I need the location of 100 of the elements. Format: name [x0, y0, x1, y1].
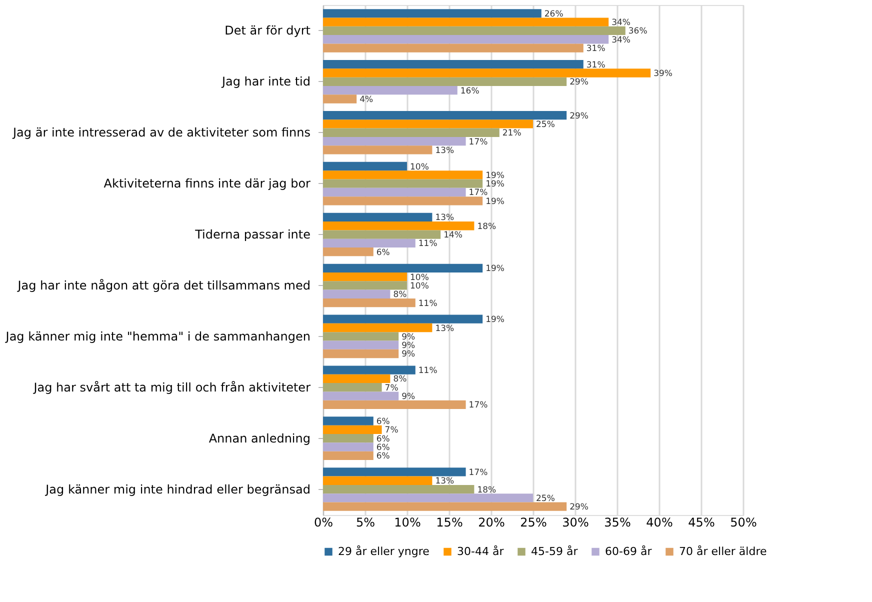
data-label: 29% — [570, 78, 589, 88]
data-label: 14% — [444, 230, 463, 241]
bar — [323, 86, 458, 95]
data-label: 29% — [570, 111, 589, 122]
data-label: 19% — [486, 196, 505, 207]
bar — [323, 272, 407, 282]
bar — [323, 68, 651, 78]
x-tick-label: 5% — [356, 516, 376, 530]
data-label: 6% — [376, 248, 390, 258]
x-tick-label: 40% — [646, 516, 673, 530]
data-label: 34% — [612, 18, 631, 28]
data-label: 11% — [418, 366, 438, 376]
bar — [323, 290, 390, 298]
x-tick-label: 10% — [394, 516, 421, 530]
data-label: 11% — [418, 298, 438, 309]
bar — [323, 298, 416, 308]
x-tick-label: 45% — [688, 516, 715, 530]
data-label: 10% — [410, 281, 429, 292]
bar — [323, 434, 374, 443]
bar — [323, 425, 382, 434]
legend-label: 60-69 år — [605, 544, 652, 558]
data-label: 13% — [435, 476, 454, 487]
data-label: 8% — [393, 374, 407, 385]
bar — [323, 44, 584, 52]
bar — [323, 120, 533, 128]
x-tick-label: 25% — [520, 516, 547, 530]
bar — [323, 400, 466, 410]
bar — [323, 162, 407, 171]
bar — [323, 136, 466, 146]
bar — [323, 281, 407, 290]
data-label: 17% — [468, 137, 488, 148]
data-label: 9% — [402, 332, 416, 342]
data-label: 25% — [536, 120, 555, 130]
bar — [323, 179, 483, 188]
data-label: 17% — [468, 400, 488, 411]
bar — [323, 416, 374, 426]
data-label: 7% — [384, 383, 398, 394]
data-label: 34% — [612, 35, 631, 46]
data-label: 31% — [586, 44, 606, 54]
y-tick-label: Jag är inte intresserad av de aktiviteter som finns — [12, 126, 310, 140]
data-label: 7% — [384, 426, 398, 436]
legend-label: 30-44 år — [457, 544, 504, 558]
data-label: 6% — [376, 417, 390, 427]
y-tick-label: Jag har svårt att ta mig till och från aktiviteter — [32, 380, 311, 394]
legend-label: 45-59 år — [531, 544, 578, 558]
y-tick-label: Jag har inte tid — [220, 74, 310, 89]
bar — [323, 374, 390, 384]
bar — [323, 238, 416, 248]
data-label: 36% — [628, 26, 648, 37]
legend-label: 29 år eller yngre — [338, 544, 430, 558]
data-label: 26% — [544, 9, 564, 20]
data-label: 9% — [402, 341, 416, 352]
bar — [323, 383, 382, 392]
data-label: 17% — [468, 468, 488, 478]
bar — [323, 494, 533, 502]
bar — [323, 60, 584, 69]
data-label: 8% — [393, 290, 407, 300]
data-label: 11% — [418, 239, 438, 250]
data-label: 13% — [435, 213, 454, 224]
bar — [323, 248, 374, 256]
legend-label: 70 år eller äldre — [679, 544, 767, 558]
y-tick-label: Annan anledning — [208, 431, 310, 446]
bar — [323, 332, 399, 341]
bar — [323, 128, 500, 137]
y-tick-label: Jag känner mig inte "hemma" i de sammanhangen — [4, 329, 310, 344]
data-label: 13% — [435, 146, 454, 156]
bar — [323, 196, 483, 206]
x-tick-label: 30% — [562, 516, 589, 530]
y-tick-label: Jag har inte någon att göra det tillsammans med — [16, 278, 310, 292]
bar — [323, 110, 567, 120]
bar — [323, 502, 567, 511]
bar — [323, 349, 399, 358]
x-tick-label: 35% — [604, 516, 631, 530]
bar — [323, 323, 432, 332]
bar — [323, 9, 542, 18]
data-label: 18% — [477, 485, 496, 496]
data-label: 39% — [654, 69, 673, 80]
data-label: 25% — [536, 494, 555, 504]
data-label: 13% — [435, 324, 454, 334]
bar — [323, 484, 474, 494]
bar — [323, 26, 626, 36]
data-label: 6% — [376, 434, 390, 444]
data-label: 6% — [376, 442, 390, 453]
data-label: 17% — [468, 188, 488, 198]
bar — [323, 392, 399, 400]
bar — [323, 222, 474, 230]
data-label: 18% — [477, 222, 496, 232]
data-label: 19% — [486, 264, 505, 274]
bar — [323, 366, 416, 374]
data-label: 21% — [502, 128, 522, 139]
data-label: 9% — [402, 392, 416, 402]
bar — [323, 18, 609, 26]
data-label: 29% — [570, 502, 589, 513]
bar — [323, 340, 399, 350]
data-label: 9% — [402, 350, 416, 360]
x-tick-label: 15% — [436, 516, 463, 530]
bar — [323, 35, 609, 44]
data-label: 4% — [360, 95, 374, 105]
bar — [323, 188, 466, 197]
bar — [323, 264, 483, 272]
